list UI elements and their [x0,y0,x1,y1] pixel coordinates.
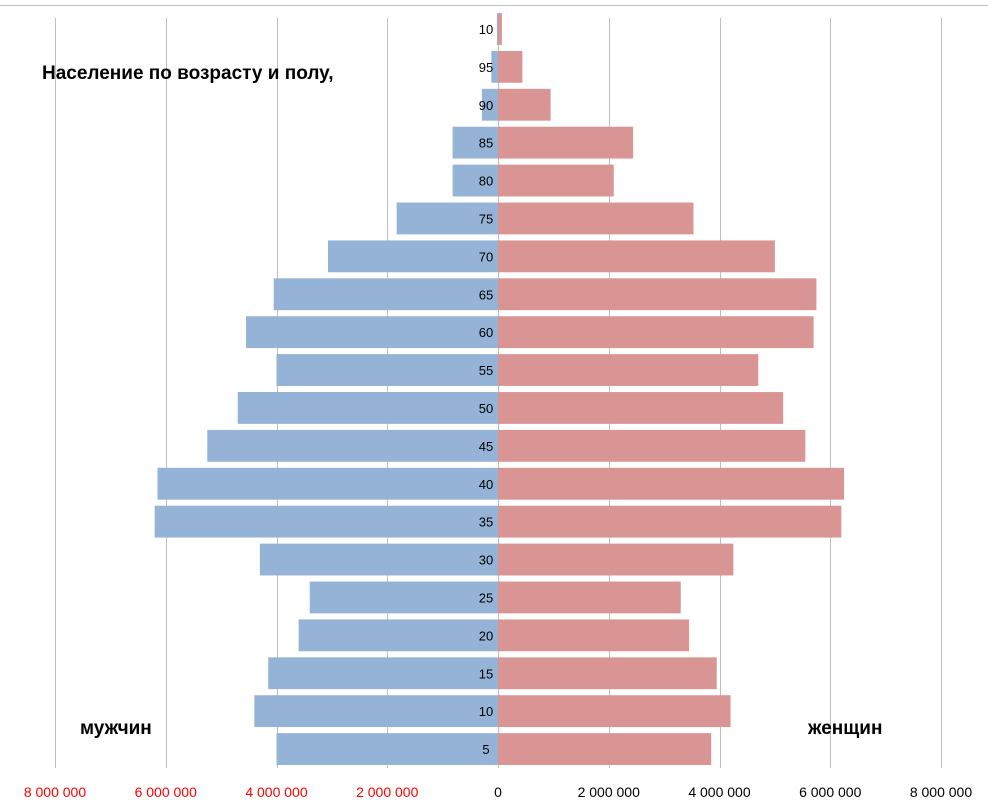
x-tick-label-8: 8 000 000 [910,784,972,800]
category-label-6: 35 [479,515,493,530]
legend-male-label: мужчин [80,718,152,739]
bar-male-5 [259,543,498,576]
bar-female-0 [498,733,712,765]
category-label-9: 50 [479,401,493,416]
bar-female-3 [498,619,690,652]
bar-female-5 [498,543,734,576]
category-label-15: 80 [479,174,493,189]
bar-female-6 [498,505,842,538]
category-label-4: 25 [479,590,493,605]
bar-female-4 [498,581,681,614]
bar-male-11 [246,316,498,349]
x-tick-label-4: 0 [494,784,502,800]
category-label-10: 55 [479,363,493,378]
bar-male-14 [396,202,498,235]
bar-female-18 [498,50,523,83]
bar-male-6 [154,505,499,538]
x-tick-label-3: 2 000 000 [356,784,418,800]
x-tick-label-2: 4 000 000 [245,784,307,800]
category-label-19: 10 [479,22,493,37]
x-tick-label-6: 4 000 000 [688,784,750,800]
bar-male-7 [157,467,498,500]
category-label-0: 5 [482,742,489,757]
bars [154,13,845,765]
bar-female-14 [498,202,694,235]
category-labels: 5 10 15 20 25 30 35 40 45 50 55 60 65 70 75 80 85 90 95 10 [479,22,493,757]
bar-male-17 [481,88,498,121]
bar-male-15 [452,164,498,197]
category-label-3: 20 [479,628,493,643]
chart-title: Население по возрасту и полу, [42,63,334,84]
category-label-8: 45 [479,439,493,454]
bar-female-13 [498,240,775,273]
category-label-12: 65 [479,287,493,302]
top-border-line [0,5,988,6]
category-label-11: 60 [479,325,493,340]
category-label-17: 90 [479,98,493,113]
bar-female-17 [498,88,551,121]
legend-female-label: женщин [808,718,883,739]
bar-female-1 [498,695,731,728]
bar-male-12 [273,278,498,311]
bar-male-0 [276,733,498,765]
bar-male-2 [268,657,498,690]
x-tick-label-1: 6 000 000 [135,784,197,800]
category-label-1: 10 [479,704,493,719]
category-label-16: 85 [479,136,493,151]
bar-male-9 [237,392,499,424]
x-tick-label-5: 2 000 000 [578,784,640,800]
bar-female-15 [498,164,614,197]
bar-male-10 [276,354,498,386]
bar-female-11 [498,316,814,349]
category-label-18: 95 [479,60,493,75]
bar-male-3 [298,619,498,652]
category-label-2: 15 [479,666,493,681]
bar-male-13 [327,240,498,273]
bar-female-16 [498,126,634,159]
category-label-14: 75 [479,211,493,226]
x-tick-label-0: 8 000 000 [24,784,86,800]
category-label-7: 40 [479,477,493,492]
bar-female-7 [498,467,845,500]
bar-female-10 [498,354,759,386]
x-axis-ticks: 8 000 000 6 000 000 4 000 000 2 000 000 0 2 0… [24,784,972,800]
bar-male-18 [491,50,498,83]
bar-male-1 [254,695,498,728]
bar-female-8 [498,429,806,462]
bar-male-16 [452,126,498,159]
bar-male-19 [496,13,498,45]
bar-male-4 [309,581,498,614]
bar-female-2 [498,657,717,690]
bar-female-9 [498,392,784,424]
x-tick-label-7: 6 000 000 [799,784,861,800]
bar-female-12 [498,278,817,311]
category-label-13: 70 [479,249,493,264]
category-label-5: 30 [479,553,493,568]
bar-male-8 [207,429,498,462]
bar-female-19 [498,13,502,45]
